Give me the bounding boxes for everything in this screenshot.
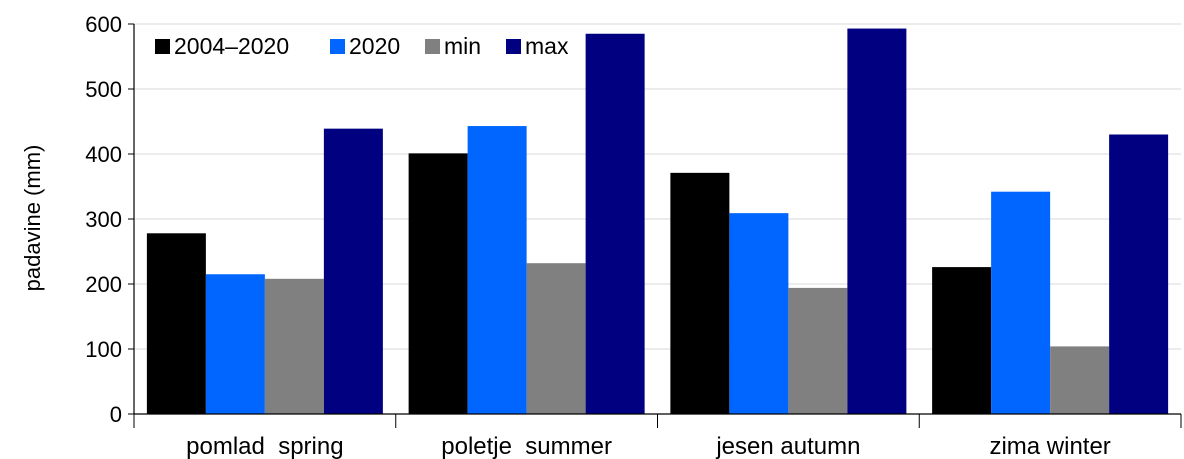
bar-max-3: [1109, 134, 1169, 414]
y-tick-label: 400: [85, 142, 122, 167]
x-category-labels: pomlad spring poletje summer jesen autumn z…: [186, 433, 1111, 459]
bar-2020-1: [467, 126, 527, 415]
bar-2020-0: [205, 274, 265, 414]
bar-max-0: [323, 128, 383, 414]
y-tick-label: 600: [85, 12, 122, 37]
bar-min-1: [526, 263, 586, 414]
y-tick-label: 200: [85, 272, 122, 297]
bar-max-1: [585, 33, 645, 414]
legend-label: 2020: [349, 33, 400, 59]
bar-2020-2: [729, 213, 789, 414]
x-category-label: pomlad spring: [186, 433, 343, 459]
bar-2004–2020-2: [670, 172, 730, 414]
bar-2004–2020-3: [932, 267, 992, 414]
x-category-label: jesen autumn: [715, 433, 860, 459]
legend-label: max: [525, 33, 569, 59]
bar-min-2: [788, 287, 848, 414]
legend-swatch: [155, 39, 170, 54]
x-category-label: zima winter: [989, 433, 1110, 459]
legend-label: min: [444, 33, 481, 59]
bar-min-0: [264, 278, 324, 414]
bar-2020-3: [991, 191, 1051, 414]
axes: [128, 23, 1182, 428]
legend-swatch: [330, 39, 345, 54]
y-tick-labels: 0 100 200 300 400 500 600: [85, 12, 122, 427]
x-category-label: poletje summer: [441, 433, 612, 459]
bar-min-3: [1050, 346, 1110, 414]
y-tick-label: 0: [110, 402, 122, 427]
bar-max-2: [847, 28, 907, 415]
bars: [146, 28, 1169, 415]
bar-2004–2020-0: [146, 233, 206, 414]
bar-2004–2020-1: [408, 153, 468, 414]
legend-swatch: [506, 39, 521, 54]
legend-swatch: [425, 39, 440, 54]
legend: 2004–2020 2020 min max: [155, 33, 569, 59]
y-axis-title: padavine (mm): [20, 145, 45, 292]
y-tick-label: 100: [85, 337, 122, 362]
y-tick-label: 300: [85, 207, 122, 232]
legend-label: 2004–2020: [174, 33, 289, 59]
y-tick-label: 500: [85, 77, 122, 102]
